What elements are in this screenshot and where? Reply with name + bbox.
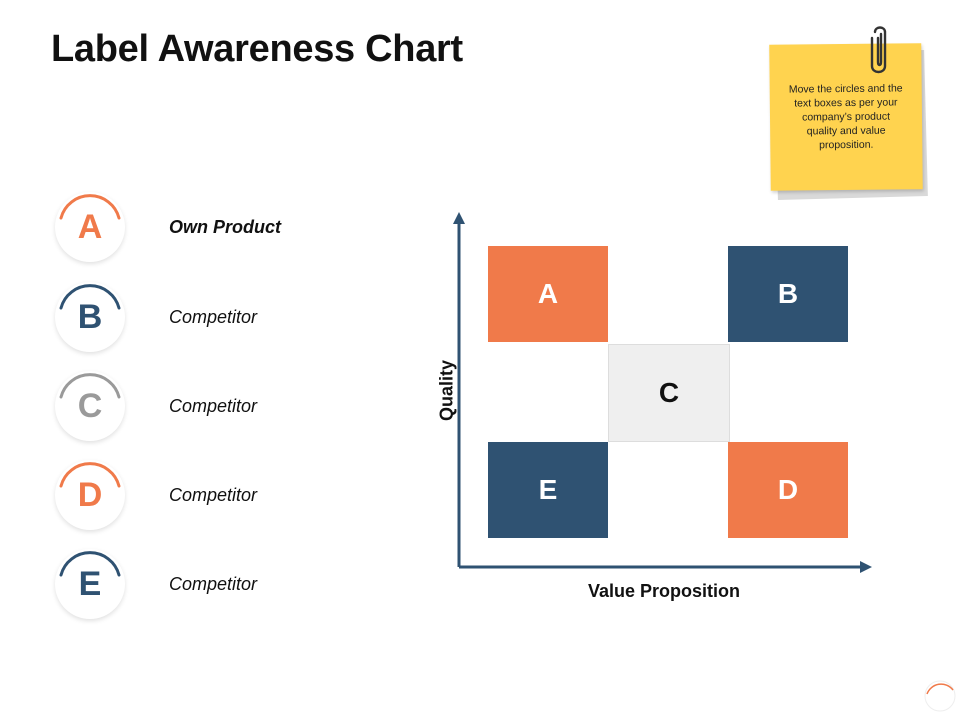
badge-arc-icon bbox=[59, 551, 121, 577]
legend-badge-letter: E bbox=[78, 564, 102, 603]
legend-item-d: D Competitor bbox=[55, 460, 355, 532]
page-title: Label Awareness Chart bbox=[51, 28, 463, 70]
legend-item-c: C Competitor bbox=[55, 371, 355, 443]
legend-badge-letter: B bbox=[77, 297, 103, 336]
matrix-cell-b: B bbox=[728, 246, 848, 342]
badge-arc-icon bbox=[59, 373, 121, 399]
badge-arc-icon bbox=[59, 462, 121, 488]
legend-badge-letter: D bbox=[77, 475, 103, 514]
y-axis-arrow-icon bbox=[453, 212, 465, 224]
legend-badge-letter: C bbox=[77, 386, 103, 425]
y-axis-label: Quality bbox=[436, 360, 457, 422]
legend-item-b: B Competitor bbox=[55, 282, 355, 354]
badge-arc-icon bbox=[59, 194, 121, 220]
legend-label: Own Product bbox=[169, 217, 281, 237]
slide-corner-circle-icon bbox=[924, 680, 956, 712]
matrix-cell-d: D bbox=[728, 442, 848, 538]
legend-label: Competitor bbox=[169, 396, 258, 416]
legend-badge-letter: A bbox=[77, 207, 103, 246]
x-axis-label: Value Proposition bbox=[587, 581, 741, 601]
matrix-cell-a: A bbox=[488, 246, 608, 342]
legend-item-a: A Own Product bbox=[55, 192, 355, 264]
badge-arc-icon bbox=[59, 284, 121, 310]
legend-label: Competitor bbox=[169, 307, 258, 327]
legend-badge-c: C bbox=[55, 371, 125, 441]
legend-label: Competitor bbox=[169, 574, 258, 594]
legend-label: Competitor bbox=[169, 485, 258, 505]
matrix-cell-e: E bbox=[488, 442, 608, 538]
legend-item-e: E Competitor bbox=[55, 549, 355, 621]
legend-badge-a: A bbox=[55, 192, 125, 262]
matrix-cell-c: C bbox=[608, 344, 730, 442]
paperclip-icon bbox=[870, 26, 887, 74]
legend-badge-b: B bbox=[55, 282, 125, 352]
x-axis-arrow-icon bbox=[860, 561, 872, 573]
legend-badge-d: D bbox=[55, 460, 125, 530]
legend-badge-e: E bbox=[55, 549, 125, 619]
